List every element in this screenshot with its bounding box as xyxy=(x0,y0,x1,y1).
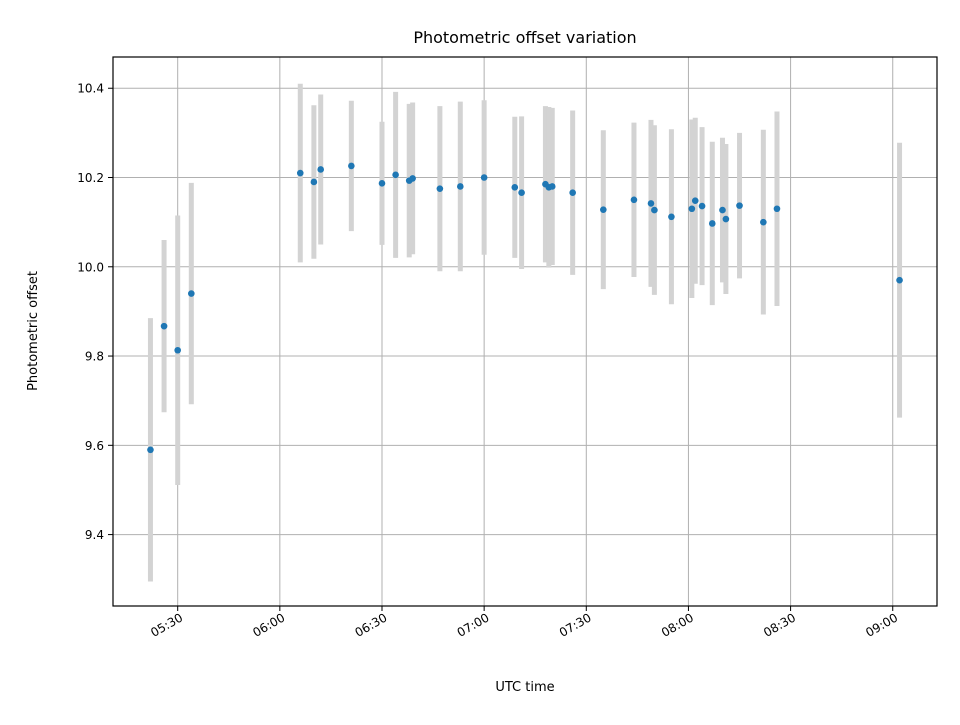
data-point xyxy=(518,189,525,196)
data-point xyxy=(736,202,743,209)
data-point xyxy=(651,206,658,214)
data-point xyxy=(378,180,386,187)
data-point xyxy=(719,206,726,214)
y-tick-label: 9.4 xyxy=(85,528,104,542)
data-point xyxy=(698,202,706,210)
data-point xyxy=(647,200,655,207)
y-tick-label: 10.2 xyxy=(77,171,104,185)
plot-frame xyxy=(112,56,938,607)
data-point xyxy=(147,446,154,454)
data-point xyxy=(708,220,716,227)
data-point xyxy=(457,183,464,190)
data-point xyxy=(600,206,607,213)
y-tick-label: 9.6 xyxy=(85,439,104,453)
data-point xyxy=(174,346,181,354)
data-point xyxy=(896,276,903,284)
data-point xyxy=(436,185,444,192)
data-point xyxy=(688,205,696,213)
data-point xyxy=(548,183,556,190)
data-point xyxy=(691,197,699,205)
y-axis-label: Photometric offset xyxy=(26,271,41,391)
data-point xyxy=(722,215,730,223)
data-point xyxy=(310,178,318,186)
data-point xyxy=(773,205,781,213)
chart-title: Photometric offset variation xyxy=(413,28,636,47)
data-point xyxy=(760,218,767,226)
y-tick-label: 10.4 xyxy=(77,82,104,96)
data-point xyxy=(511,184,519,191)
y-tick-label: 10.0 xyxy=(77,260,104,274)
data-point xyxy=(409,175,416,182)
data-point xyxy=(348,162,355,170)
data-point xyxy=(160,322,168,330)
data-point xyxy=(569,189,576,196)
data-point xyxy=(296,169,304,177)
data-point xyxy=(630,196,638,204)
data-point xyxy=(668,213,675,221)
y-axis-ticks: 9.4 9.6 9.8 10.0 10.2 10.4 xyxy=(77,82,113,542)
data-point xyxy=(188,290,195,297)
data-point xyxy=(392,171,399,179)
grid xyxy=(113,57,937,606)
x-axis-label: UTC time xyxy=(495,680,554,695)
data-point xyxy=(317,166,325,173)
data-points xyxy=(147,162,903,454)
y-tick-label: 9.8 xyxy=(85,350,104,364)
data-point xyxy=(480,174,488,181)
